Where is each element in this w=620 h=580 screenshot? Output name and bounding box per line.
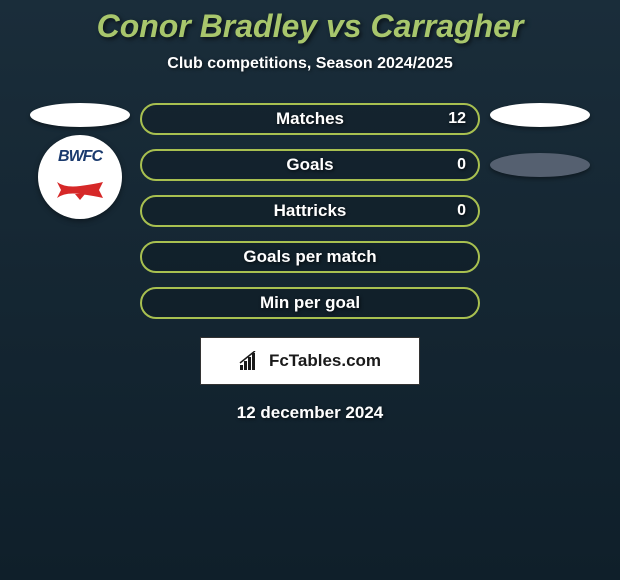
stat-row-min-per-goal: Min per goal bbox=[140, 287, 480, 319]
stat-right-value: 12 bbox=[448, 110, 466, 128]
subtitle: Club competitions, Season 2024/2025 bbox=[0, 55, 620, 73]
footer-brand-text: FcTables.com bbox=[269, 351, 381, 371]
bar-chart-icon bbox=[239, 351, 263, 371]
stat-right-value: 0 bbox=[457, 202, 466, 220]
stat-label: Matches bbox=[276, 109, 344, 129]
stat-label: Goals per match bbox=[243, 247, 376, 267]
stat-label: Min per goal bbox=[260, 293, 360, 313]
stats-area: BWFC Matches 12 Goals 0 bbox=[0, 103, 620, 319]
player-right-column bbox=[490, 103, 590, 177]
page-title: Conor Bradley vs Carragher bbox=[0, 8, 620, 45]
stat-row-goals: Goals 0 bbox=[140, 149, 480, 181]
footer-brand-badge[interactable]: FcTables.com bbox=[200, 337, 420, 385]
stat-rows: Matches 12 Goals 0 Hattricks 0 Goals per… bbox=[140, 103, 480, 319]
club-logo-ribbon-icon bbox=[55, 180, 105, 200]
stat-label: Goals bbox=[286, 155, 333, 175]
date-text: 12 december 2024 bbox=[0, 403, 620, 423]
player-left-placeholder bbox=[30, 103, 130, 127]
stat-row-matches: Matches 12 bbox=[140, 103, 480, 135]
club-logo-text: BWFC bbox=[58, 148, 102, 166]
comparison-card: Conor Bradley vs Carragher Club competit… bbox=[0, 0, 620, 423]
stat-row-hattricks: Hattricks 0 bbox=[140, 195, 480, 227]
player-right-placeholder-1 bbox=[490, 103, 590, 127]
stat-right-value: 0 bbox=[457, 156, 466, 174]
player-right-placeholder-2 bbox=[490, 153, 590, 177]
player-left-column: BWFC bbox=[30, 103, 130, 219]
club-logo-left: BWFC bbox=[38, 135, 122, 219]
stat-row-goals-per-match: Goals per match bbox=[140, 241, 480, 273]
stat-label: Hattricks bbox=[274, 201, 347, 221]
